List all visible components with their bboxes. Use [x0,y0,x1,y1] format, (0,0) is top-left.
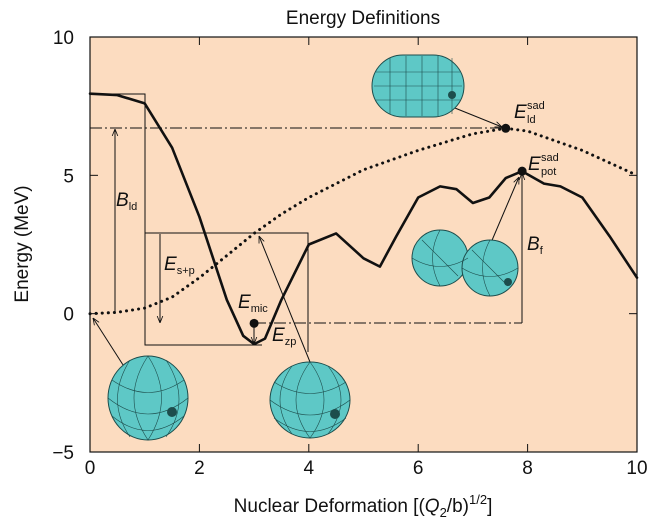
x-tick-label: 8 [522,458,533,479]
x-axis-label: Nuclear Deformation [(Q2/b)1/2] [234,492,493,520]
y-axis-label: Energy (MeV) [12,185,33,302]
y-tick-label: 5 [63,166,74,187]
x-tick-label: 2 [194,458,205,479]
x-label-part: Nuclear Deformation [( [234,496,426,517]
chart-title: Energy Definitions [286,8,440,29]
point-marker [518,167,527,176]
nucleus-ground [270,362,350,438]
point-marker [501,124,510,133]
chart: Energy Definitions Energy (MeV) Nuclear … [0,0,653,524]
x-label-part: ] [487,496,492,517]
y-tick-label: −5 [52,443,74,464]
x-tick-label: 4 [304,458,315,479]
nucleus-sphere [108,356,188,440]
x-tick-label: 6 [413,458,424,479]
x-label-part: /b) [447,496,469,517]
x-label-part: 1/2 [469,492,487,507]
y-tick-label: 0 [63,305,74,326]
x-label-part: Q [425,496,440,517]
y-tick-label: 10 [53,28,74,49]
point-marker [250,319,259,328]
nucleus-saddle [372,55,464,117]
x-tick-label: 0 [85,458,96,479]
x-tick-label: 10 [626,458,647,479]
x-label-part: 2 [440,505,447,520]
